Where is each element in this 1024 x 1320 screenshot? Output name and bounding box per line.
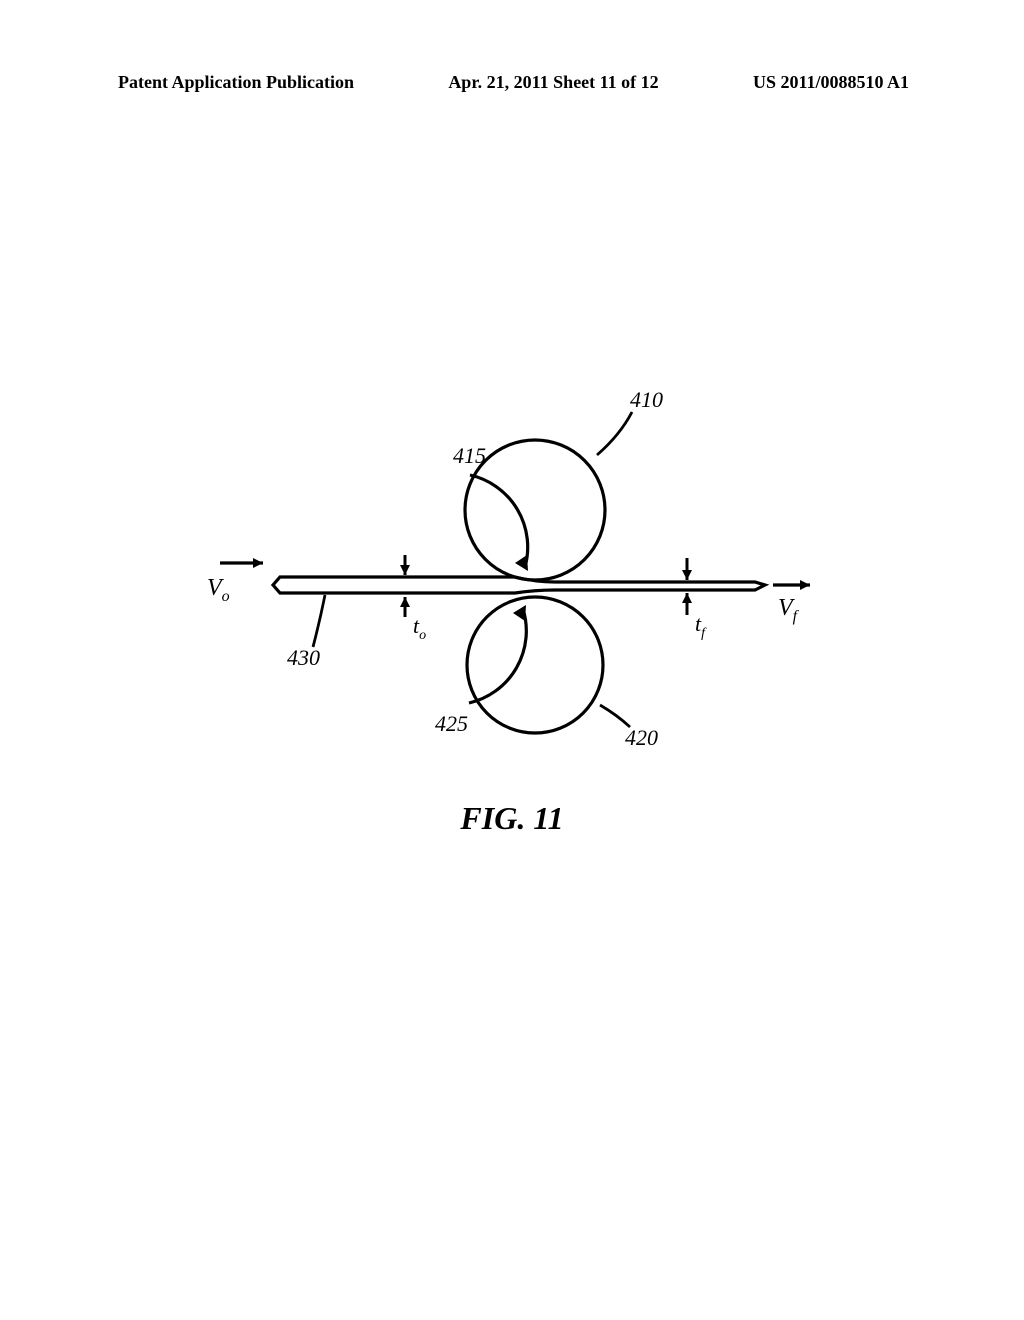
header-right: US 2011/0088510 A1 bbox=[753, 72, 909, 93]
rolling-diagram-svg: Vo Vf to tf 410 415 420 425 430 bbox=[225, 415, 795, 745]
bottom-roller bbox=[467, 597, 603, 733]
top-roller bbox=[465, 440, 605, 580]
leadline-410 bbox=[597, 412, 632, 455]
page-header: Patent Application Publication Apr. 21, … bbox=[0, 72, 1024, 93]
label-410: 410 bbox=[630, 387, 663, 412]
label-vo: Vo bbox=[207, 575, 230, 605]
vf-arrowhead bbox=[800, 580, 810, 590]
label-vf: Vf bbox=[778, 595, 800, 625]
tf-arrowhead-bottom bbox=[682, 593, 692, 603]
bottom-rotation-arrowhead bbox=[513, 605, 526, 621]
tf-arrowhead-top bbox=[682, 570, 692, 580]
to-arrowhead-bottom bbox=[400, 597, 410, 607]
bottom-rotation-arc bbox=[469, 609, 526, 703]
label-425: 425 bbox=[435, 711, 468, 736]
figure-caption: FIG. 11 bbox=[0, 800, 1024, 837]
label-420: 420 bbox=[625, 725, 658, 750]
to-arrowhead-top bbox=[400, 565, 410, 575]
label-415: 415 bbox=[453, 443, 486, 468]
top-rotation-arrowhead bbox=[515, 555, 528, 571]
vo-arrowhead bbox=[253, 558, 263, 568]
figure-11: Vo Vf to tf 410 415 420 425 430 bbox=[225, 415, 795, 745]
leadline-420 bbox=[600, 705, 630, 727]
workpiece-sheet bbox=[273, 577, 765, 593]
label-tf: tf bbox=[695, 611, 707, 641]
label-to: to bbox=[413, 613, 426, 643]
label-430: 430 bbox=[287, 645, 320, 670]
leadline-430 bbox=[313, 595, 325, 647]
header-center: Apr. 21, 2011 Sheet 11 of 12 bbox=[448, 72, 658, 93]
header-left: Patent Application Publication bbox=[118, 72, 354, 93]
